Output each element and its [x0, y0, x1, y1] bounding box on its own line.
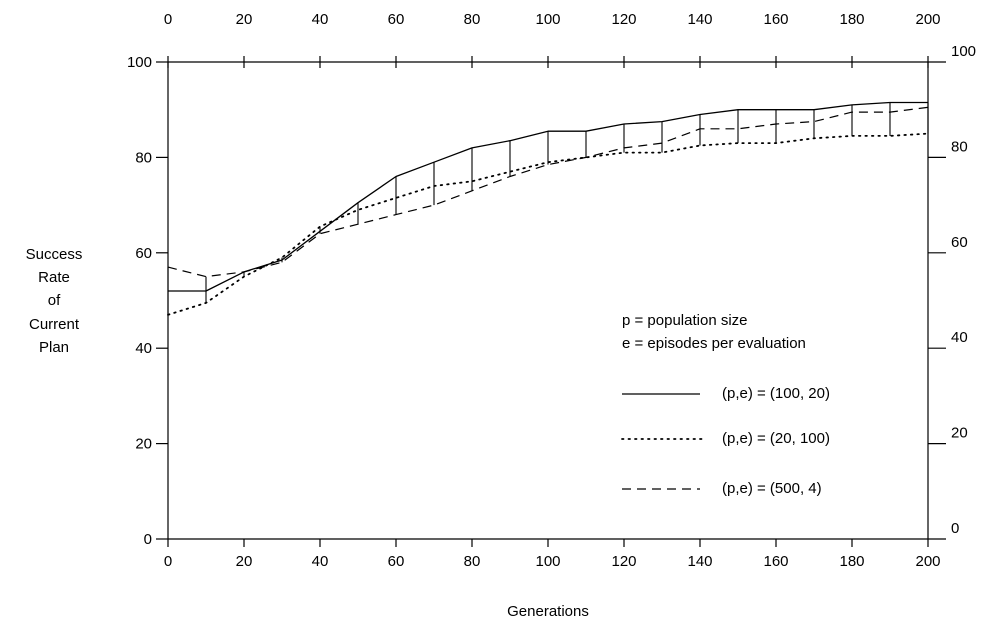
x-tick-label-top: 140	[687, 11, 712, 28]
x-axis-title: Generations	[507, 603, 589, 620]
x-tick-label-top: 120	[611, 11, 636, 28]
y-tick-label-right: 20	[951, 425, 968, 442]
x-tick-label-bottom: 60	[388, 553, 405, 570]
x-tick-label-bottom: 100	[535, 553, 560, 570]
x-tick-label-bottom: 20	[236, 553, 253, 570]
series-line-solid	[168, 101, 928, 292]
legend-note: p = population size	[622, 312, 748, 329]
series-line-dashed	[167, 106, 929, 278]
series-line-dotted	[167, 132, 929, 316]
x-tick-label-top: 100	[535, 11, 560, 28]
y-tick-label-left: 100	[127, 54, 152, 71]
x-tick-label-top: 200	[915, 11, 940, 28]
y-axis-title: Success Rate of Current Plan	[26, 246, 83, 356]
y-tick-label-left: 40	[135, 340, 152, 357]
x-tick-label-bottom: 80	[464, 553, 481, 570]
x-tick-label-bottom: 200	[915, 553, 940, 570]
y-axis-title-line: of	[48, 292, 61, 309]
y-axis-title-line: Plan	[39, 339, 69, 356]
x-tick-label-top: 0	[164, 11, 172, 28]
y-tick-label-right: 40	[951, 329, 968, 346]
legend: p = population size e = episodes per eva…	[621, 312, 830, 497]
y-tick-label-left: 20	[135, 436, 152, 453]
legend-label: (p,e) = (100, 20)	[722, 385, 830, 402]
y-axis-title-line: Rate	[38, 269, 70, 286]
legend-note: e = episodes per evaluation	[622, 335, 806, 352]
x-tick-label-bottom: 160	[763, 553, 788, 570]
y-axis-title-line: Success	[26, 246, 83, 263]
y-tick-label-right: 80	[951, 138, 968, 155]
range-bars	[167, 102, 929, 315]
x-tick-label-top: 160	[763, 11, 788, 28]
x-tick-label-top: 60	[388, 11, 405, 28]
x-tick-label-top: 80	[464, 11, 481, 28]
x-tick-label-bottom: 180	[839, 553, 864, 570]
legend-label: (p,e) = (20, 100)	[722, 430, 830, 447]
x-tick-label-bottom: 0	[164, 553, 172, 570]
y-tick-label-left: 0	[144, 531, 152, 548]
x-tick-label-bottom: 140	[687, 553, 712, 570]
x-tick-label-bottom: 120	[611, 553, 636, 570]
y-axis-title-line: Current	[29, 316, 80, 333]
y-tick-label-left: 60	[135, 245, 152, 262]
legend-label: (p,e) = (500, 4)	[722, 480, 822, 497]
x-tick-label-top: 20	[236, 11, 253, 28]
x-tick-label-top: 40	[312, 11, 329, 28]
y-tick-label-right: 0	[951, 520, 959, 537]
y-tick-label-right: 60	[951, 234, 968, 251]
series-lines	[167, 101, 929, 316]
x-tick-label-bottom: 40	[312, 553, 329, 570]
x-tick-label-top: 180	[839, 11, 864, 28]
axis-ticks: 0020204040606080801001001201201401401601…	[127, 11, 976, 570]
y-tick-label-left: 80	[135, 149, 152, 166]
y-tick-label-right: 100	[951, 43, 976, 60]
